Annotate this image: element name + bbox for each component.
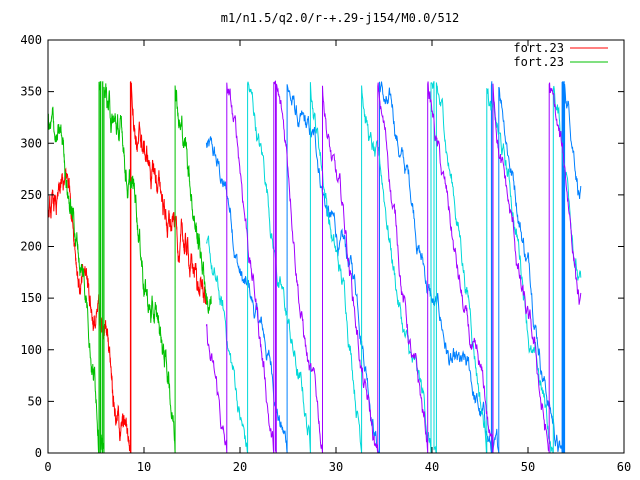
- y-tick-label: 50: [28, 394, 42, 408]
- x-tick-label: 50: [521, 460, 535, 474]
- y-tick-label: 150: [20, 291, 42, 305]
- legend-label-2: fort.23: [513, 55, 564, 69]
- x-tick-label: 20: [233, 460, 247, 474]
- series-line-1: [48, 81, 207, 453]
- legend-label-1: fort.23: [513, 41, 564, 55]
- trace-line-extra-3: [205, 80, 582, 453]
- x-tick-label: 10: [137, 460, 151, 474]
- trace-line-extra-1: [205, 81, 582, 453]
- y-tick-label: 250: [20, 188, 42, 202]
- chart-title: m1/n1.5/q2.0/r-+.29-j154/M0.0/512: [221, 11, 459, 25]
- series-line-2: [48, 81, 212, 453]
- y-axis: 0 50 100 150 200 250 300 350 400: [20, 33, 624, 460]
- x-tick-label: 30: [329, 460, 343, 474]
- x-tick-label: 0: [44, 460, 51, 474]
- y-tick-label: 400: [20, 33, 42, 47]
- y-tick-label: 350: [20, 85, 42, 99]
- y-tick-label: 300: [20, 136, 42, 150]
- x-tick-label: 60: [617, 460, 631, 474]
- y-tick-label: 100: [20, 343, 42, 357]
- trace-line-extra-2: [205, 81, 582, 453]
- plot-traces: [48, 80, 582, 453]
- y-tick-label: 0: [35, 446, 42, 460]
- y-tick-label: 200: [20, 240, 42, 254]
- plot-frame: [47, 39, 625, 454]
- legend: fort.23 fort.23: [513, 41, 608, 69]
- x-axis: 0 10 20 30 40 50 60: [44, 40, 631, 474]
- x-tick-label: 40: [425, 460, 439, 474]
